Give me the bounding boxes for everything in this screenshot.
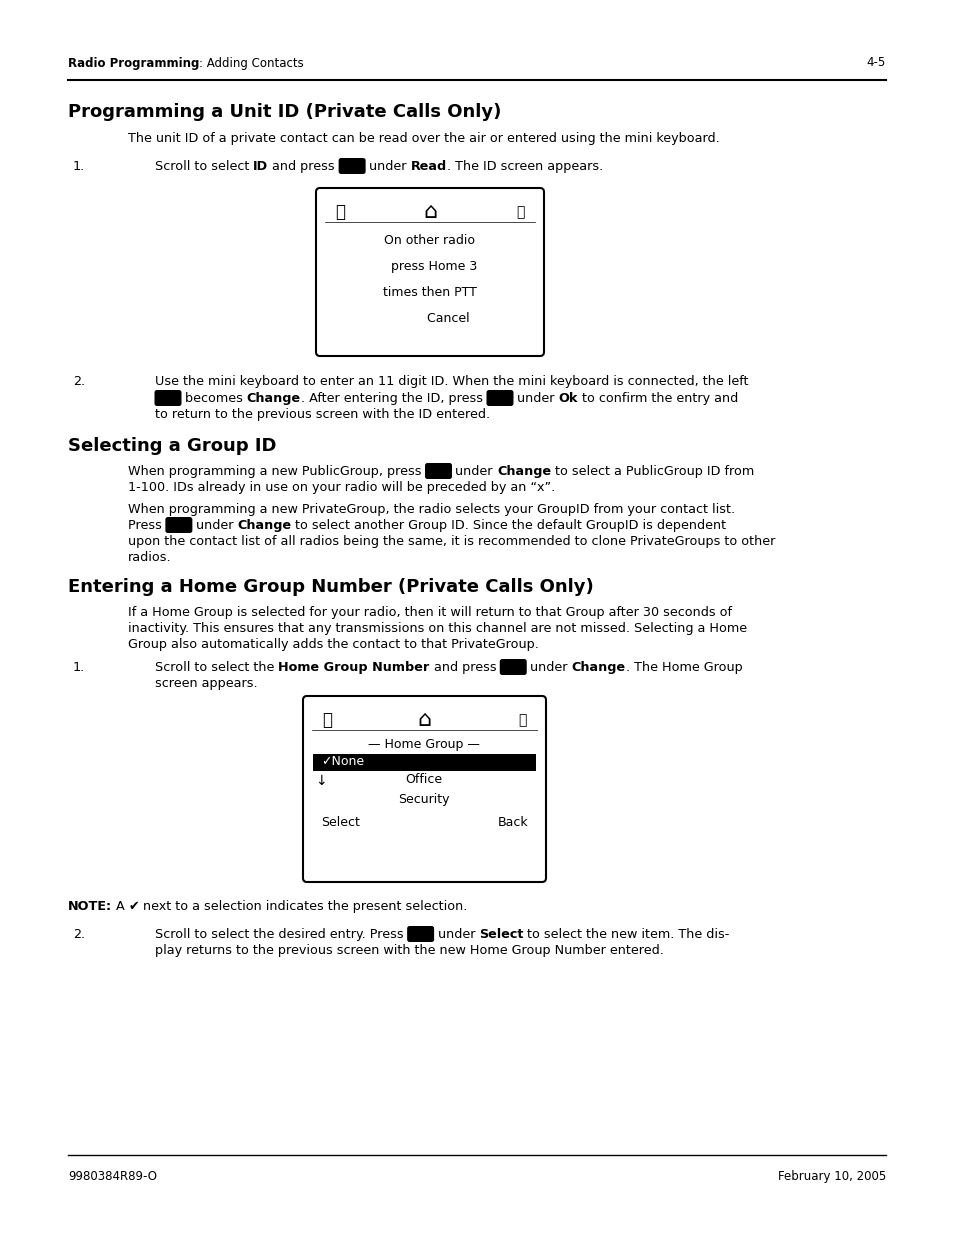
Text: screen appears.: screen appears. [154, 677, 257, 690]
FancyBboxPatch shape [486, 390, 513, 406]
Text: 🔋: 🔋 [516, 205, 523, 219]
Text: Scroll to select: Scroll to select [154, 161, 253, 173]
Text: Group also automatically adds the contact to that PrivateGroup.: Group also automatically adds the contac… [128, 638, 538, 651]
Text: ⌂: ⌂ [416, 710, 431, 730]
Text: 🔋: 🔋 [517, 713, 526, 727]
FancyBboxPatch shape [499, 659, 526, 676]
Text: 📋: 📋 [335, 203, 345, 221]
Text: Radio Programming: Radio Programming [68, 57, 199, 69]
Text: Read: Read [410, 161, 446, 173]
Text: 9980384R89-O: 9980384R89-O [68, 1170, 157, 1183]
Text: under: under [192, 519, 237, 532]
Text: inactivity. This ensures that any transmissions on this channel are not missed. : inactivity. This ensures that any transm… [128, 622, 746, 635]
Text: to select the new item. The dis-: to select the new item. The dis- [523, 927, 729, 941]
Text: NOTE:: NOTE: [68, 900, 112, 913]
Text: Select: Select [320, 816, 359, 829]
Text: press Home 3: press Home 3 [382, 261, 476, 273]
Text: Entering a Home Group Number (Private Calls Only): Entering a Home Group Number (Private Ca… [68, 578, 593, 597]
Text: 1-100. IDs already in use on your radio will be preceded by an “x”.: 1-100. IDs already in use on your radio … [128, 480, 555, 494]
Text: 📋: 📋 [322, 711, 332, 729]
Text: Scroll to select the: Scroll to select the [154, 661, 278, 674]
Text: Ok: Ok [558, 391, 578, 405]
Text: . The ID screen appears.: . The ID screen appears. [446, 161, 602, 173]
Text: On other radio: On other radio [384, 233, 475, 247]
Text: to select another Group ID. Since the default GroupID is dependent: to select another Group ID. Since the de… [292, 519, 726, 532]
Text: under: under [513, 391, 558, 405]
Text: Use the mini keyboard to enter an 11 digit ID. When the mini keyboard is connect: Use the mini keyboard to enter an 11 dig… [154, 375, 748, 388]
Text: ID: ID [253, 161, 268, 173]
Text: ✔: ✔ [129, 900, 139, 913]
Text: to select a PublicGroup ID from: to select a PublicGroup ID from [551, 466, 754, 478]
Text: and press: and press [268, 161, 338, 173]
Text: When programming a new PrivateGroup, the radio selects your GroupID from your co: When programming a new PrivateGroup, the… [128, 503, 735, 516]
Text: Back: Back [497, 816, 527, 829]
Text: ↓: ↓ [314, 774, 327, 788]
Text: Change: Change [247, 391, 301, 405]
Text: next to a selection indicates the present selection.: next to a selection indicates the presen… [139, 900, 467, 913]
Bar [313, 755, 536, 771]
Text: Office: Office [405, 773, 442, 785]
Text: and press: and press [429, 661, 499, 674]
Text: ⌂: ⌂ [422, 203, 436, 222]
Text: Security: Security [397, 793, 449, 806]
Text: 1.: 1. [73, 161, 85, 173]
FancyBboxPatch shape [315, 188, 543, 356]
Text: becomes: becomes [181, 391, 247, 405]
Text: Programming a Unit ID (Private Calls Only): Programming a Unit ID (Private Calls Onl… [68, 103, 501, 121]
FancyBboxPatch shape [303, 697, 545, 882]
Text: Selecting a Group ID: Selecting a Group ID [68, 437, 276, 454]
Text: Cancel: Cancel [391, 312, 469, 325]
Text: The unit ID of a private contact can be read over the air or entered using the m: The unit ID of a private contact can be … [128, 132, 719, 144]
Text: Home Group Number: Home Group Number [278, 661, 429, 674]
Text: If a Home Group is selected for your radio, then it will return to that Group af: If a Home Group is selected for your rad… [128, 606, 731, 619]
Text: . The Home Group: . The Home Group [625, 661, 741, 674]
FancyBboxPatch shape [154, 390, 181, 406]
Text: February 10, 2005: February 10, 2005 [777, 1170, 885, 1183]
Text: . After entering the ID, press: . After entering the ID, press [301, 391, 486, 405]
Text: : Adding Contacts: : Adding Contacts [199, 57, 304, 69]
Text: Press: Press [128, 519, 166, 532]
Text: 1.: 1. [73, 661, 85, 674]
Text: When programming a new PublicGroup, press: When programming a new PublicGroup, pres… [128, 466, 425, 478]
Text: A: A [116, 900, 129, 913]
Text: Scroll to select the desired entry. Press: Scroll to select the desired entry. Pres… [154, 927, 407, 941]
Text: times then PTT: times then PTT [383, 287, 476, 299]
Text: 2.: 2. [73, 927, 85, 941]
Text: to return to the previous screen with the ID entered.: to return to the previous screen with th… [154, 408, 490, 421]
Text: radios.: radios. [128, 551, 172, 564]
Text: Change: Change [237, 519, 292, 532]
Text: play returns to the previous screen with the new Home Group Number entered.: play returns to the previous screen with… [154, 944, 663, 957]
Text: — Home Group —: — Home Group — [368, 739, 479, 751]
FancyBboxPatch shape [165, 517, 193, 534]
Text: upon the contact list of all radios being the same, it is recommended to clone P: upon the contact list of all radios bein… [128, 535, 775, 548]
Text: 4-5: 4-5 [866, 57, 885, 69]
Text: under: under [434, 927, 478, 941]
Text: Change: Change [497, 466, 551, 478]
Text: 2.: 2. [73, 375, 85, 388]
Text: under: under [451, 466, 497, 478]
Text: to confirm the entry and: to confirm the entry and [578, 391, 738, 405]
FancyBboxPatch shape [407, 926, 434, 942]
Text: Change: Change [571, 661, 625, 674]
Text: ✓None: ✓None [320, 755, 364, 768]
Text: under: under [365, 161, 410, 173]
FancyBboxPatch shape [338, 158, 365, 174]
FancyBboxPatch shape [424, 463, 452, 479]
Text: Select: Select [478, 927, 523, 941]
Text: under: under [526, 661, 571, 674]
